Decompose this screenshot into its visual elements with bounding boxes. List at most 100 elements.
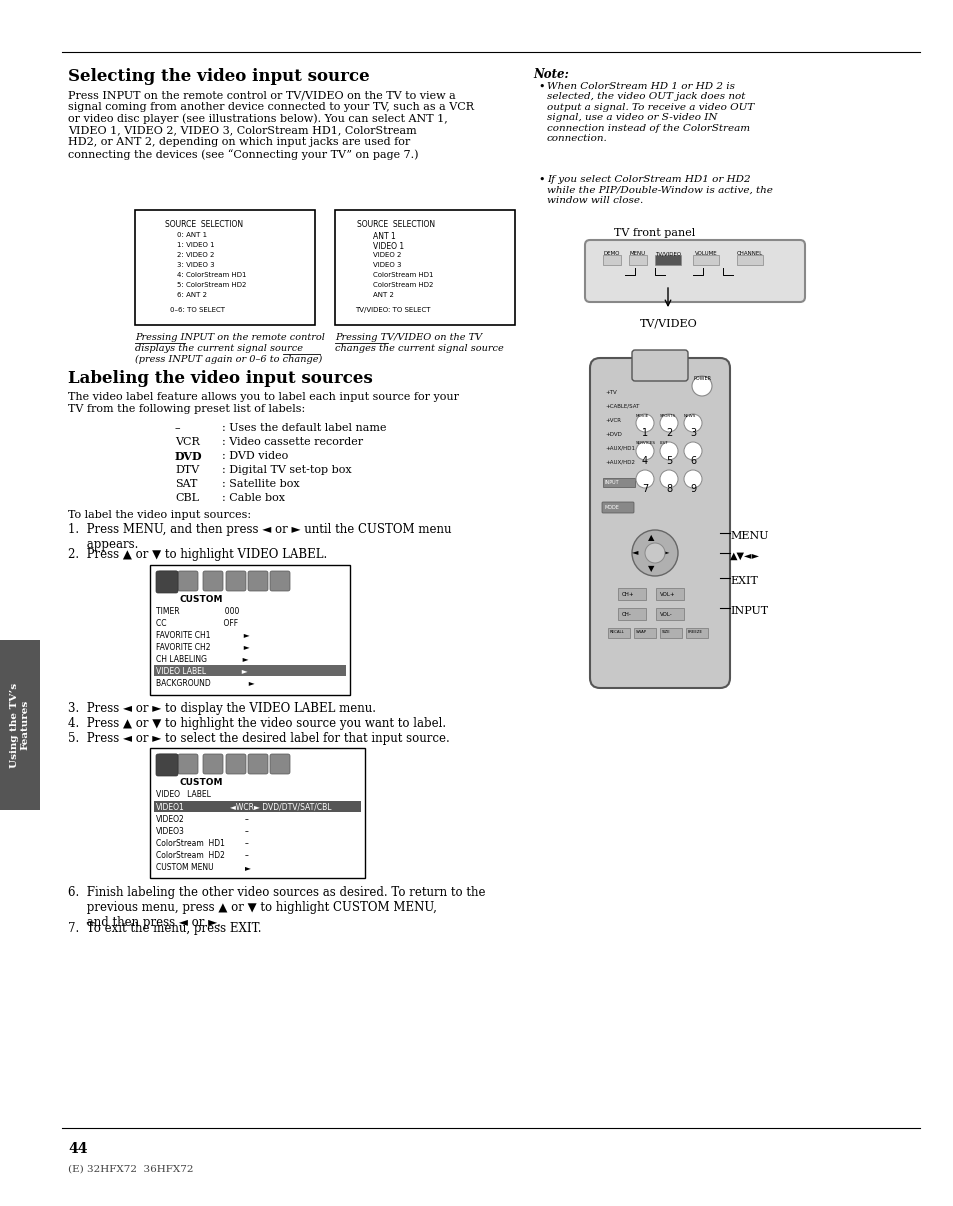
Text: Note:: Note: bbox=[533, 68, 568, 81]
Text: 2: VIDEO 2: 2: VIDEO 2 bbox=[177, 252, 214, 258]
FancyBboxPatch shape bbox=[631, 350, 687, 381]
Text: 2.  Press ▲ or ▼ to highlight VIDEO LABEL.: 2. Press ▲ or ▼ to highlight VIDEO LABEL… bbox=[68, 548, 327, 561]
Text: 3: 3 bbox=[689, 428, 696, 438]
Circle shape bbox=[636, 470, 654, 488]
Text: ▲: ▲ bbox=[647, 533, 654, 541]
Text: Selecting the video input source: Selecting the video input source bbox=[68, 68, 369, 84]
Text: –: – bbox=[174, 423, 180, 433]
Text: CBL: CBL bbox=[174, 493, 199, 503]
Bar bbox=[656, 608, 683, 620]
Text: 8: 8 bbox=[665, 484, 671, 494]
Text: Pressing TV/VIDEO on the TV: Pressing TV/VIDEO on the TV bbox=[335, 333, 481, 343]
Bar bbox=[153, 801, 360, 812]
FancyBboxPatch shape bbox=[156, 570, 178, 593]
FancyBboxPatch shape bbox=[584, 240, 804, 302]
Text: VIDEO1: VIDEO1 bbox=[156, 803, 185, 812]
Text: MENU: MENU bbox=[729, 531, 768, 541]
Text: •: • bbox=[537, 175, 544, 185]
Text: TIMER                   000: TIMER 000 bbox=[156, 607, 239, 616]
Text: Press INPUT on the remote control or TV/VIDEO on the TV to view a
signal coming : Press INPUT on the remote control or TV/… bbox=[68, 90, 474, 159]
Text: +VCR: +VCR bbox=[604, 418, 620, 423]
FancyBboxPatch shape bbox=[178, 754, 198, 774]
Text: TV front panel: TV front panel bbox=[614, 228, 695, 238]
Text: : Uses the default label name: : Uses the default label name bbox=[222, 423, 386, 433]
Text: VCR: VCR bbox=[174, 437, 199, 447]
Text: CUSTOM: CUSTOM bbox=[180, 778, 223, 788]
Bar bbox=[335, 210, 515, 324]
Text: When ColorStream HD 1 or HD 2 is
selected, the video OUT jack does not
output a : When ColorStream HD 1 or HD 2 is selecte… bbox=[546, 82, 754, 144]
Text: CH LABELING               ►: CH LABELING ► bbox=[156, 655, 248, 665]
Circle shape bbox=[659, 414, 678, 432]
Text: ◄: ◄ bbox=[631, 548, 638, 556]
Text: DVD: DVD bbox=[174, 451, 202, 462]
Text: Pressing INPUT on the remote control: Pressing INPUT on the remote control bbox=[135, 333, 325, 343]
Text: FAVORITE CH2              ►: FAVORITE CH2 ► bbox=[156, 643, 250, 652]
Circle shape bbox=[631, 529, 678, 576]
Bar bbox=[153, 665, 346, 677]
Text: CHANNEL: CHANNEL bbox=[736, 251, 762, 256]
Text: POWER: POWER bbox=[693, 376, 711, 381]
Text: 3.  Press ◄ or ► to display the VIDEO LABEL menu.: 3. Press ◄ or ► to display the VIDEO LAB… bbox=[68, 702, 375, 715]
Text: VIDEO 3: VIDEO 3 bbox=[373, 262, 401, 268]
Text: displays the current signal source: displays the current signal source bbox=[135, 344, 303, 353]
Bar bbox=[634, 628, 656, 638]
Text: : Digital TV set-top box: : Digital TV set-top box bbox=[222, 466, 352, 475]
Text: 1: 1 bbox=[641, 428, 647, 438]
FancyBboxPatch shape bbox=[156, 754, 178, 775]
Text: ◄WCR► DVD/DTV/SAT/CBL: ◄WCR► DVD/DTV/SAT/CBL bbox=[230, 803, 331, 812]
Text: SERVICES: SERVICES bbox=[636, 441, 656, 445]
Circle shape bbox=[683, 414, 701, 432]
FancyBboxPatch shape bbox=[178, 570, 198, 591]
Text: FREEZE: FREEZE bbox=[687, 630, 702, 634]
Text: 0–6: TO SELECT: 0–6: TO SELECT bbox=[170, 308, 225, 314]
Text: VIDEO 2: VIDEO 2 bbox=[373, 252, 401, 258]
Text: TV/VIDEO: TV/VIDEO bbox=[639, 318, 697, 328]
Text: The video label feature allows you to label each input source for your
TV from t: The video label feature allows you to la… bbox=[68, 392, 458, 414]
Text: SELECT: SELECT bbox=[646, 555, 659, 560]
Text: VOL+: VOL+ bbox=[659, 592, 675, 597]
Text: SPORTS: SPORTS bbox=[659, 414, 676, 418]
Circle shape bbox=[659, 470, 678, 488]
Text: •: • bbox=[537, 82, 544, 92]
Text: CH+: CH+ bbox=[621, 592, 634, 597]
Text: 9: 9 bbox=[689, 484, 696, 494]
Text: VOL-: VOL- bbox=[659, 611, 672, 617]
Text: MENU: MENU bbox=[646, 549, 659, 554]
Text: +TV: +TV bbox=[604, 390, 616, 396]
Text: 5.  Press ◄ or ► to select the desired label for that input source.: 5. Press ◄ or ► to select the desired la… bbox=[68, 732, 449, 745]
Text: 44: 44 bbox=[68, 1142, 88, 1157]
Text: VIDEO3: VIDEO3 bbox=[156, 827, 185, 836]
Text: ColorStream  HD2: ColorStream HD2 bbox=[156, 851, 225, 860]
FancyBboxPatch shape bbox=[158, 754, 178, 774]
Text: ▲▼◄►: ▲▼◄► bbox=[729, 551, 760, 561]
Text: TV/VIDEO: TV/VIDEO bbox=[655, 251, 680, 256]
Text: 2: 2 bbox=[665, 428, 672, 438]
Text: CUSTOM: CUSTOM bbox=[180, 595, 223, 604]
Circle shape bbox=[636, 443, 654, 459]
Text: Labeling the video input sources: Labeling the video input sources bbox=[68, 370, 373, 387]
Text: –: – bbox=[245, 839, 249, 848]
Text: VOLUME: VOLUME bbox=[694, 251, 717, 256]
Circle shape bbox=[644, 543, 664, 563]
Text: LIST: LIST bbox=[659, 441, 668, 445]
Text: ColorStream HD1: ColorStream HD1 bbox=[373, 273, 433, 279]
Text: TV/VIDEO: TO SELECT: TV/VIDEO: TO SELECT bbox=[355, 308, 430, 314]
Text: ColorStream  HD1: ColorStream HD1 bbox=[156, 839, 225, 848]
Bar bbox=[737, 254, 762, 265]
Text: ▼: ▼ bbox=[647, 564, 654, 573]
Text: : Cable box: : Cable box bbox=[222, 493, 285, 503]
Text: SOURCE  SELECTION: SOURCE SELECTION bbox=[356, 219, 435, 229]
Text: 7: 7 bbox=[641, 484, 647, 494]
Text: 7.  To exit the menu, press EXIT.: 7. To exit the menu, press EXIT. bbox=[68, 923, 261, 935]
Text: INPUT: INPUT bbox=[604, 480, 619, 485]
Bar bbox=[618, 608, 645, 620]
Text: NEWS: NEWS bbox=[683, 414, 696, 418]
Bar bbox=[655, 254, 680, 265]
Text: ANT 1: ANT 1 bbox=[373, 232, 395, 241]
Bar bbox=[656, 589, 683, 601]
FancyBboxPatch shape bbox=[248, 754, 268, 774]
Text: MENU: MENU bbox=[629, 251, 645, 256]
FancyBboxPatch shape bbox=[203, 754, 223, 774]
Text: VIDEO 1: VIDEO 1 bbox=[373, 242, 404, 251]
Text: EXIT: EXIT bbox=[729, 576, 757, 586]
